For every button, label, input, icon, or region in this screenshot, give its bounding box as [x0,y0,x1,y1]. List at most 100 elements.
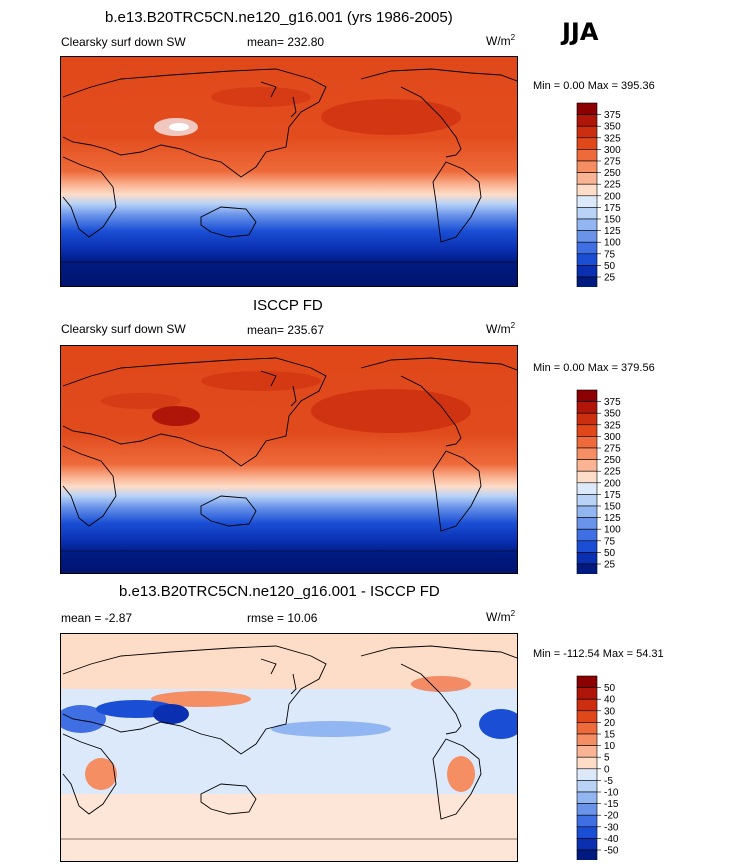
colorbar-box [576,814,598,828]
panel-units-model: W/m2 [486,33,516,48]
colorbar-label: 375 [604,110,621,121]
colorbar-box [576,710,598,723]
colorbar-box [576,447,598,460]
map-diff-svg [61,634,517,861]
diff-positive-namerica [411,676,471,692]
panel-units-diff: W/m2 [486,609,516,624]
coastlines-obs [61,357,517,552]
colorbar-label: 50 [604,261,616,272]
colorbar-box [576,849,598,860]
colorbar-box [576,768,598,781]
colorbar-box [576,552,598,565]
panel-minmax-model: Min = 0.00 Max = 395.36 [533,80,655,92]
colorbar-label: 5 [604,753,610,764]
colorbar-label: 350 [604,122,621,133]
colorbar-label: 125 [604,513,621,524]
colorbar-label: 15 [604,730,616,741]
colorbar-label: 250 [604,455,621,466]
colorbar-box [576,241,598,255]
colorbar-box [576,687,598,700]
colorbar-obs-svg: 3753503253002752502252001751501251007550… [576,389,621,574]
colorbar-box [576,698,598,712]
colorbar-box [576,218,598,231]
colorbar-label: 275 [604,444,621,455]
diff-negative-arabia [153,704,189,724]
season-label: JJA [562,18,599,46]
panel-rmse-diff: rmse = 10.06 [247,611,318,625]
colorbar-box [576,838,598,851]
map-model [60,56,518,287]
europe-band-obs [101,393,181,409]
panel-mean-model: mean= 232.80 [247,35,325,49]
colorbar-label: 200 [604,191,621,202]
colorbar-label: 225 [604,180,621,191]
map-diff [60,633,518,862]
colorbar-box [576,482,598,495]
colorbar-box [576,540,598,553]
colorbar-label: 300 [604,432,621,443]
colorbar-obs: 375 350 325 300 275 250 225 200 175 150 125 100 75 50… [576,389,656,574]
colorbar-box [576,195,598,208]
colorbar-label: 325 [604,133,621,144]
colorbar-box [576,207,598,220]
colorbar-label: 350 [604,409,621,420]
colorbar-label: 75 [604,249,616,260]
colorbar-label: 40 [604,695,616,706]
colorbar-label: 225 [604,467,621,478]
panel-mean-obs: mean= 235.67 [247,323,325,337]
colorbar-label: -10 [604,788,619,799]
diff-positive-safrica [85,758,117,790]
colorbar-label: -30 [604,822,619,833]
panel-left-label-model: Clearsky surf down SW [61,35,186,49]
colorbar-box [576,230,598,243]
colorbar-label: 25 [604,560,616,571]
colorbar-box [576,114,598,127]
colorbar-label: 375 [604,397,621,408]
colorbar-label: 100 [604,525,621,536]
colorbar-box [576,505,598,518]
colorbar-model: 375 350 325 300 275 250 225 200 175 150 125 100 75 50… [576,102,656,287]
map-obs-svg [61,346,517,573]
colorbar-label: 50 [604,683,616,694]
colorbar-box [576,149,598,162]
diff-negative-pacific [271,721,391,737]
colorbar-label: 50 [604,548,616,559]
colorbar-label: 275 [604,157,621,168]
colorbar-label: -15 [604,799,619,810]
colorbar-box [576,102,598,115]
colorbar-label: -40 [604,834,619,845]
colorbar-label: -20 [604,811,619,822]
colorbar-box [576,517,598,530]
colorbar-label: 250 [604,168,621,179]
colorbar-box [576,424,598,437]
colorbar-label: 175 [604,490,621,501]
colorbar-box [576,137,598,150]
tibet-core [169,123,189,131]
colorbar-label: 125 [604,226,621,237]
panel-units-obs: W/m2 [486,321,516,336]
colorbar-label: 200 [604,478,621,489]
colorbar-label: 0 [604,764,610,775]
colorbar-box [576,494,598,507]
colorbar-box [576,412,598,426]
panel-title-diff: b.e13.B20TRC5CN.ne120_g16.001 - ISCCP FD [119,583,440,600]
colorbar-model-svg: 3753503253002752502252001751501251007550… [576,102,621,287]
colorbar-box [576,826,598,839]
diff-positive-asia [151,691,251,707]
colorbar-label: -50 [604,846,619,857]
diff-negative-africa-w [61,705,106,733]
colorbar-label: 150 [604,215,621,226]
colorbar-label: -5 [604,776,613,787]
colorbar-box [576,172,598,185]
colorbar-box [576,470,598,484]
colorbar-box [576,780,598,793]
npac-band-model [321,99,461,135]
colorbar-box [576,459,598,472]
panel-left-label-obs: Clearsky surf down SW [61,322,186,336]
colorbar-box [576,389,598,402]
map-model-svg [61,57,517,286]
panel-minmax-diff: Min = -112.54 Max = 54.31 [533,648,664,660]
colorbar-box [576,183,598,197]
colorbar-label: 10 [604,741,616,752]
